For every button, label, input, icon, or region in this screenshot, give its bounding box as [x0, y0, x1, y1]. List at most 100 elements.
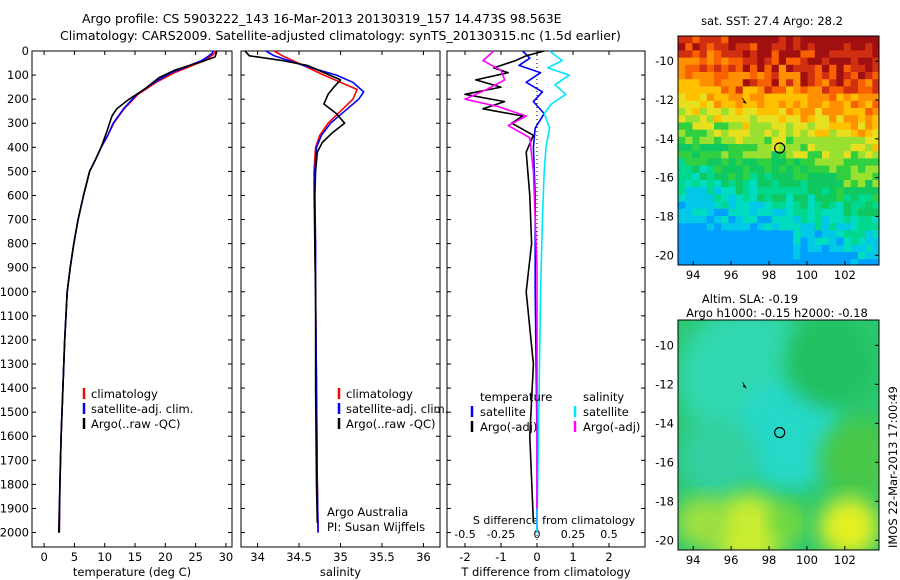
legend-label: climatology — [91, 387, 158, 401]
legend-label: climatology — [346, 387, 413, 401]
y-tick-label: 1700 — [0, 453, 29, 467]
plot-salinity: 34 34.5 35 35.5 36 salinity climatologysatelli… — [240, 50, 448, 579]
map-y-tick-label: -10 — [655, 338, 674, 352]
x-tick-label: 0 — [40, 550, 47, 564]
x-tick-label: 35 — [333, 550, 348, 564]
legend-label: satellite-adj. clim. — [91, 402, 193, 416]
x-tick-label: 25 — [188, 550, 203, 564]
sla-map-title-line2: Argo h1000: -0.15 h2000: -0.18 — [686, 306, 868, 320]
x-tick-label: -2 — [459, 550, 470, 564]
map-x-tick-label: 102 — [834, 268, 856, 282]
y-tick-label: 500 — [7, 164, 29, 178]
annotation-line: PI: Susan Wijffels — [327, 520, 425, 534]
y-tick-label: 200 — [7, 92, 29, 106]
legend-label: Argo(-adj) — [583, 420, 640, 434]
map-titles: sat. SST: 27.4 Argo: 28.2 Altim. SLA: -0.… — [686, 14, 868, 320]
s-tick-label: 0.5 — [600, 528, 618, 541]
map-y-tick-label: -16 — [655, 171, 674, 185]
annotation-line: Argo Australia — [327, 505, 408, 519]
map-frame — [677, 319, 880, 551]
argo-float-marker — [774, 142, 786, 154]
map-field — [678, 320, 879, 550]
sla-map-title-line1: Altim. SLA: -0.19 — [702, 292, 798, 306]
y-tick-label: 900 — [7, 261, 29, 275]
s-tick-label: 0 — [534, 528, 541, 541]
x-tick-label: 5 — [71, 550, 78, 564]
map-frame — [677, 35, 880, 266]
map-sla_map: 94 96 98 100 102 -10 -12 -14 -16 -18 -20 — [655, 319, 880, 567]
header-line1: Argo profile: CS 5903222_143 16-Mar-2013… — [82, 11, 562, 26]
x-tick-label: 35.5 — [369, 550, 395, 564]
y-tick-label: 2000 — [0, 526, 29, 540]
header-line2: Climatology: CARS2009. Satellite-adjuste… — [60, 28, 621, 43]
sst-map-title: sat. SST: 27.4 Argo: 28.2 — [701, 14, 843, 28]
series-line-temperature-argo-adj- — [464, 50, 545, 523]
map-y-tick-label: -12 — [655, 93, 674, 107]
legend-label: Argo(..raw -QC) — [91, 417, 181, 431]
x-tick-label: 36 — [416, 550, 431, 564]
s-axis-label: S difference from climatology — [473, 514, 636, 527]
legend-label: Argo(-adj) — [480, 420, 537, 434]
plot-difference: -2 -1 0 1 2T difference from climatology -0.5… — [446, 50, 646, 579]
y-tick-label: 1900 — [0, 501, 29, 515]
plot-frame — [446, 50, 646, 548]
series-line-argo-raw-qc- — [57, 50, 218, 533]
x-tick-label: 2 — [605, 550, 612, 564]
map-x-tick-label: 94 — [686, 553, 701, 567]
series-line-salinity-argo-adj- — [464, 50, 538, 509]
y-tick-label: 1500 — [0, 405, 29, 419]
y-tick-label: 1400 — [0, 381, 29, 395]
map-x-tick-label: 98 — [762, 553, 777, 567]
map-y-tick-label: -10 — [655, 54, 674, 68]
x-tick-label: 30 — [219, 550, 234, 564]
map-x-tick-label: 96 — [724, 268, 739, 282]
x-axis-label: temperature (deg C) — [73, 565, 191, 579]
argo-float-marker — [774, 426, 786, 439]
legend-label: satellite-adj. clim. — [346, 402, 448, 416]
x-axis-label: T difference from climatology — [460, 565, 631, 579]
x-axis-label: salinity — [320, 565, 361, 579]
plot-frame — [31, 50, 233, 548]
y-tick-label: 1600 — [0, 429, 29, 443]
series-line-temperature-satellite — [518, 50, 546, 533]
map-sst_map: 94 96 98 100 102 -10 -12 -14 -16 -18 -20 — [655, 35, 880, 282]
series-line-salinity-satellite — [536, 50, 571, 533]
y-tick-label: 100 — [7, 68, 29, 82]
legend-title-temperature: temperature — [480, 390, 552, 404]
y-tick-label: 1100 — [0, 309, 29, 323]
y-tick-label: 1000 — [0, 285, 29, 299]
legend-title-salinity: salinity — [583, 390, 624, 404]
y-tick-label: 400 — [7, 140, 29, 154]
x-tick-label: 20 — [158, 550, 173, 564]
map-x-tick-label: 100 — [796, 268, 818, 282]
map-field — [678, 36, 879, 265]
plot-temperature: 0100200300400500600700800900100011001200… — [0, 44, 233, 579]
map-y-tick-label: -14 — [655, 132, 674, 146]
track-line — [742, 382, 747, 389]
map-y-tick-label: -12 — [655, 377, 674, 391]
map-y-tick-label: -14 — [655, 416, 674, 430]
map-y-tick-label: -18 — [655, 209, 674, 223]
track-line — [742, 97, 747, 105]
y-tick-label: 1300 — [0, 357, 29, 371]
legend-label: satellite — [583, 405, 629, 419]
s-tick-label: -0.5 — [454, 528, 475, 541]
map-x-tick-label: 94 — [686, 268, 701, 282]
map-x-tick-label: 102 — [834, 553, 856, 567]
legend-label: satellite — [480, 405, 526, 419]
s-tick-label: -0.25 — [487, 528, 515, 541]
y-tick-label: 600 — [7, 188, 29, 202]
legend-label: Argo(..raw -QC) — [346, 417, 436, 431]
x-tick-label: 1 — [569, 550, 576, 564]
footer-stamp: IMOS 22-Mar-2013 17:00:49 — [886, 386, 900, 548]
x-tick-label: 15 — [128, 550, 143, 564]
y-tick-label: 300 — [7, 116, 29, 130]
s-tick-label: 0.25 — [561, 528, 586, 541]
y-tick-label: 700 — [7, 213, 29, 227]
x-tick-label: 34 — [250, 550, 265, 564]
map-y-tick-label: -18 — [655, 494, 674, 508]
map-y-tick-label: -20 — [655, 248, 674, 262]
y-tick-label: 1800 — [0, 477, 29, 491]
map-x-tick-label: 96 — [724, 553, 739, 567]
y-tick-label: 800 — [7, 237, 29, 251]
